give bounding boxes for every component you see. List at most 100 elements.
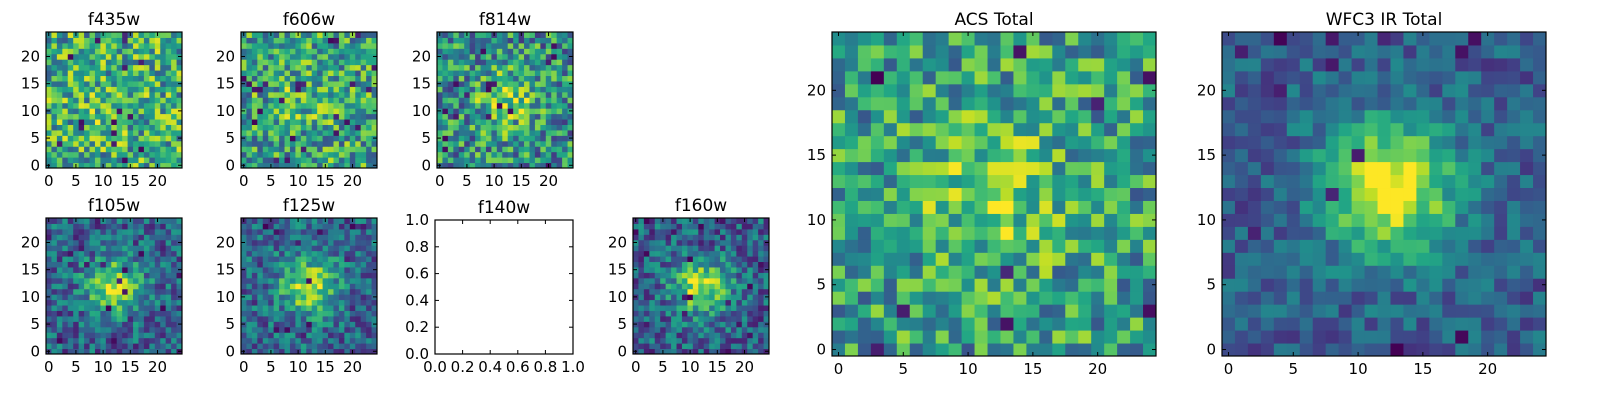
heatmap-cell — [317, 97, 324, 104]
heatmap-cell — [46, 157, 52, 164]
heatmap-cell — [660, 250, 667, 257]
heatmap-cell — [935, 317, 950, 331]
heatmap-cell — [654, 321, 661, 328]
heatmap-cell — [844, 161, 859, 176]
heatmap-cell — [338, 162, 345, 169]
heatmap-cell — [671, 315, 678, 322]
heatmap-cell — [507, 70, 514, 77]
heatmap-cell — [349, 108, 356, 115]
heatmap-cell — [562, 37, 569, 44]
heatmap-cell — [73, 277, 80, 284]
heatmap-cell — [1052, 122, 1066, 137]
heatmap-cell — [257, 315, 264, 322]
heatmap-cell — [529, 102, 536, 109]
heatmap-cell — [257, 250, 264, 257]
heatmap-cell — [355, 348, 362, 355]
heatmap-cell — [300, 272, 307, 279]
heatmap-cell — [1013, 343, 1027, 357]
heatmap-cell — [665, 239, 672, 246]
heatmap-cell — [1000, 83, 1014, 98]
heatmap-cell — [513, 113, 520, 120]
heatmap-cell — [165, 288, 172, 295]
heatmap-cell — [338, 97, 345, 104]
heatmap-cell — [138, 261, 145, 268]
heatmap-cell — [176, 326, 183, 333]
heatmap-cell — [961, 135, 976, 150]
heatmap-cell — [1000, 70, 1014, 85]
heatmap-cell — [714, 250, 721, 257]
heatmap-cell — [122, 157, 129, 164]
heatmap-cell — [1286, 226, 1301, 240]
heatmap-cell — [317, 256, 324, 263]
heatmap-cell — [360, 305, 367, 311]
heatmap-cell — [111, 261, 118, 268]
heatmap-cell — [143, 250, 150, 257]
heatmap-cell — [84, 283, 91, 290]
heatmap-cell — [360, 48, 367, 55]
heatmap-cell — [730, 223, 737, 230]
heatmap-cell — [545, 86, 552, 93]
heatmap-cell — [1091, 70, 1105, 85]
heatmap-cell — [513, 146, 520, 153]
heatmap-cell — [295, 157, 302, 164]
y-tick-label: 0 — [30, 156, 40, 174]
heatmap-cell — [338, 119, 345, 125]
heatmap-cell — [909, 135, 924, 150]
heatmap-cell — [1104, 226, 1118, 240]
heatmap-cell — [355, 42, 362, 49]
heatmap-cell — [1494, 200, 1508, 214]
heatmap-cell — [1429, 252, 1443, 266]
heatmap-cell — [725, 266, 732, 273]
heatmap-cell — [857, 148, 872, 163]
heatmap-cell — [491, 48, 498, 55]
heatmap-cell — [741, 337, 748, 344]
heatmap-cell — [567, 113, 574, 120]
heatmap-cell — [1390, 330, 1404, 344]
heatmap-cell — [562, 140, 569, 147]
heatmap-cell — [73, 256, 80, 263]
heatmap-cell — [262, 162, 269, 169]
heatmap-cell — [268, 310, 275, 317]
heatmap-cell — [1039, 174, 1053, 189]
heatmap-cell — [138, 256, 145, 263]
heatmap-cell — [133, 75, 139, 82]
heatmap-cell — [730, 348, 737, 355]
heatmap-cell — [1442, 174, 1456, 189]
heatmap-cell — [1533, 265, 1547, 279]
heatmap-cell — [524, 140, 530, 147]
heatmap-cell — [279, 64, 286, 71]
heatmap-cell — [676, 218, 683, 224]
heatmap-cell — [524, 135, 530, 142]
heatmap-cell — [160, 288, 167, 295]
heatmap-cell — [306, 288, 313, 295]
heatmap-cell — [284, 64, 291, 71]
heatmap-cell — [758, 321, 765, 328]
heatmap-cell — [1416, 304, 1430, 318]
heatmap-cell — [322, 343, 329, 350]
heatmap-cell — [127, 113, 134, 120]
heatmap-cell — [78, 86, 85, 93]
heatmap-cell — [257, 80, 264, 87]
heatmap-cell — [513, 151, 520, 158]
heatmap-cell — [1104, 291, 1118, 305]
heatmap-cell — [681, 299, 688, 306]
heatmap-cell — [883, 32, 898, 46]
heatmap-cell — [1325, 343, 1340, 357]
heatmap-cell — [111, 157, 118, 164]
heatmap-cell — [1013, 83, 1027, 98]
heatmap-cell — [322, 97, 329, 104]
heatmap-cell — [1455, 252, 1469, 266]
heatmap-cell — [322, 337, 329, 344]
heatmap-cell — [480, 157, 487, 164]
heatmap-cell — [116, 42, 123, 49]
heatmap-cell — [1117, 226, 1131, 240]
heatmap-cell — [62, 157, 69, 164]
heatmap-cell — [333, 250, 340, 257]
heatmap-cell — [289, 91, 296, 98]
heatmap-cell — [338, 42, 345, 49]
heatmap-cell — [273, 124, 280, 131]
heatmap-cell — [513, 37, 520, 44]
heatmap-cell — [273, 228, 280, 235]
heatmap-cell — [366, 108, 373, 115]
heatmap-cell — [127, 223, 134, 230]
